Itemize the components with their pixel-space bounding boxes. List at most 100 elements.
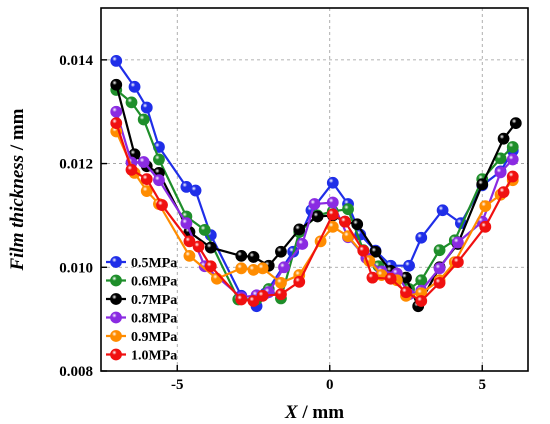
data-point-1.0MPa-1 [125,163,138,176]
data-point-0.7MPa-0 [110,78,123,91]
data-point-0.8MPa-11 [308,198,321,210]
x-axis-variable: X [284,402,299,423]
data-point-0.6MPa-2 [137,113,150,126]
x-axis-title: X / mm [284,402,344,423]
y-axis-variable: Film thickness [7,155,28,272]
data-point-0.7MPa-7 [247,251,260,263]
data-point-1.0MPa-22 [497,186,510,198]
data-point-0.9MPa-2 [140,185,153,197]
legend-marker-0.7MPa [110,293,122,305]
legend-label-0.6MPa: 0.6MPa [131,275,177,290]
data-point-0.7MPa-15 [369,245,382,258]
data-point-0.5MPa-19 [436,204,449,217]
data-point-1.0MPa-18 [415,295,428,307]
legend-marker-0.5MPa [110,256,122,268]
data-point-0.5MPa-1 [128,80,141,93]
data-point-1.0MPa-15 [366,271,379,284]
data-point-0.8MPa-10 [296,238,309,250]
plot-frame [100,7,529,372]
legend-label-0.5MPa: 0.5MPa [131,256,177,271]
legend-marker-1.0MPa [110,348,122,361]
data-point-1.0MPa-19 [433,276,446,289]
data-point-0.6MPa-5 [198,224,211,236]
data-point-0.7MPa-11 [311,210,324,223]
data-point-1.0MPa-8 [247,295,260,307]
data-point-0.5MPa-2 [140,101,153,114]
series-1.0MPa [110,117,519,307]
legend-label-0.9MPa: 0.9MPa [131,330,177,345]
series-0.6MPa [110,84,519,306]
y-tick-label-0: 0.008 [59,364,93,380]
data-point-0.6MPa-23 [506,141,519,153]
y-axis-title: Film thickness / mm [7,108,28,271]
y-tick-label-2: 0.012 [59,157,93,173]
data-point-0.7MPa-5 [204,241,217,254]
data-point-0.8MPa-3 [153,174,165,187]
data-point-1.0MPa-9 [256,289,269,302]
axis-ticks: -5 0 5 0.008 0.010 0.012 0.014 [59,53,486,393]
x-axis-unit: / mm [298,402,345,423]
legend-item-0.7MPa: 0.7MPa [106,293,177,308]
data-point-0.9MPa-21 [479,200,492,212]
y-tick-label-3: 0.014 [59,53,93,69]
data-point-0.5MPa-5 [189,184,202,197]
data-point-0.8MPa-0 [110,105,123,118]
legend-item-0.5MPa: 0.5MPa [106,256,177,271]
legend-item-1.0MPa: 1.0MPa [106,349,177,364]
data-point-1.0MPa-10 [275,288,287,301]
data-point-1.0MPa-14 [357,244,370,257]
data-point-0.6MPa-3 [153,153,165,166]
data-point-0.7MPa-9 [275,245,287,258]
data-point-0.8MPa-23 [506,153,519,166]
data-point-1.0MPa-6 [204,260,217,273]
data-point-0.7MPa-6 [235,249,248,262]
data-point-0.5MPa-18 [415,231,428,244]
legend-item-0.6MPa: 0.6MPa [106,275,177,290]
data-point-1.0MPa-20 [451,256,464,268]
data-point-0.8MPa-22 [494,166,507,179]
data-point-1.0MPa-11 [293,275,306,288]
data-point-1.0MPa-2 [140,173,153,186]
data-point-0.6MPa-1 [125,96,138,109]
data-point-1.0MPa-17 [400,286,412,299]
data-point-1.0MPa-3 [156,199,168,211]
data-point-0.8MPa-12 [326,196,339,209]
data-point-1.0MPa-7 [235,293,248,306]
data-point-0.8MPa-2 [137,156,150,168]
data-point-0.9MPa-6 [235,262,248,275]
data-point-0.7MPa-14 [351,218,364,231]
data-point-0.9MPa-4 [183,249,196,262]
data-point-1.0MPa-12 [326,208,339,221]
data-point-1.0MPa-13 [339,215,351,228]
data-point-0.8MPa-4 [180,217,193,230]
data-point-1.0MPa-4 [183,235,196,248]
data-point-1.0MPa-23 [506,170,519,183]
data-point-1.0MPa-16 [384,272,397,285]
series-layer [110,54,522,313]
x-tick-label-1: 0 [326,377,334,393]
legend-marker-0.6MPa [110,274,122,287]
data-point-0.5MPa-17 [403,259,415,272]
series-0.8MPa [110,105,519,304]
legend-label-1.0MPa: 1.0MPa [131,349,177,364]
data-point-0.7MPa-21 [476,178,489,191]
data-point-0.5MPa-12 [326,176,339,189]
data-point-0.8MPa-20 [451,236,464,249]
series-0.5MPa [110,54,519,313]
data-point-0.7MPa-23 [509,117,522,130]
data-point-0.9MPa-8 [256,262,269,275]
data-point-0.6MPa-19 [433,244,446,257]
legend-label-0.7MPa: 0.7MPa [131,293,177,308]
data-point-0.9MPa-9 [275,276,287,289]
legend-marker-0.8MPa [110,311,122,324]
data-point-0.7MPa-10 [293,223,306,236]
data-point-1.0MPa-0 [110,117,123,130]
legend-item-0.8MPa: 0.8MPa [106,312,177,327]
data-point-1.0MPa-21 [479,220,492,233]
x-tick-label-2: 5 [479,377,487,393]
legend: 0.5MPa 0.6MPa 0.7MPa 0.8MPa 0.9MPa 1.0MPa [106,256,177,364]
data-point-0.8MPa-9 [278,261,290,274]
x-tick-label-0: -5 [171,377,184,393]
data-point-0.5MPa-0 [110,54,123,67]
